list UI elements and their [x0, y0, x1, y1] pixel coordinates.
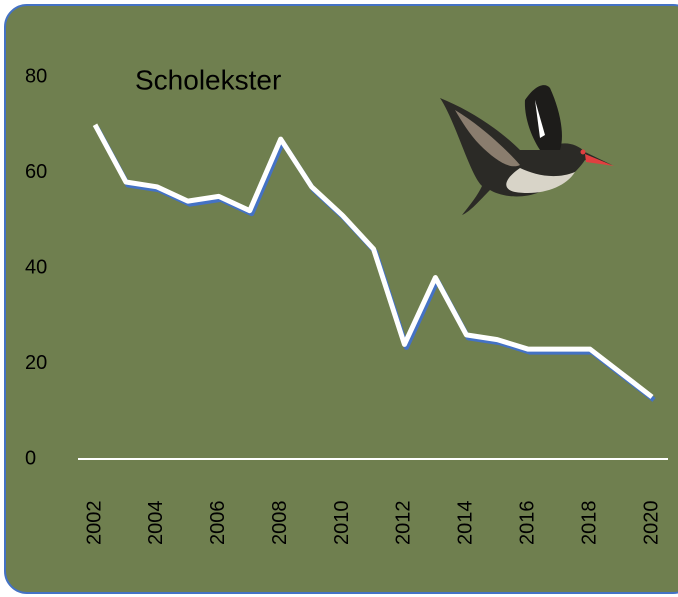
y-tick-label: 80 — [25, 65, 47, 87]
x-tick-label: 2006 — [207, 501, 229, 546]
x-tick-label: 2012 — [393, 501, 415, 546]
x-tick-label: 2010 — [331, 501, 353, 546]
x-tick-label: 2002 — [83, 501, 105, 546]
x-tick-label: 2016 — [517, 501, 539, 546]
x-tick-label: 2004 — [145, 501, 167, 546]
x-tick-label: 2018 — [578, 501, 600, 546]
y-tick-label: 0 — [25, 447, 36, 469]
bird-illustration — [440, 85, 614, 215]
x-tick-label: 2014 — [455, 501, 477, 546]
x-tick-label: 2020 — [640, 501, 662, 546]
line — [92, 123, 654, 399]
y-tick-label: 20 — [25, 352, 47, 374]
x-tick-label: 2008 — [269, 501, 291, 546]
y-tick-label: 60 — [25, 161, 47, 183]
chart-title: Scholekster — [135, 64, 281, 95]
y-tick-label: 40 — [25, 256, 47, 278]
